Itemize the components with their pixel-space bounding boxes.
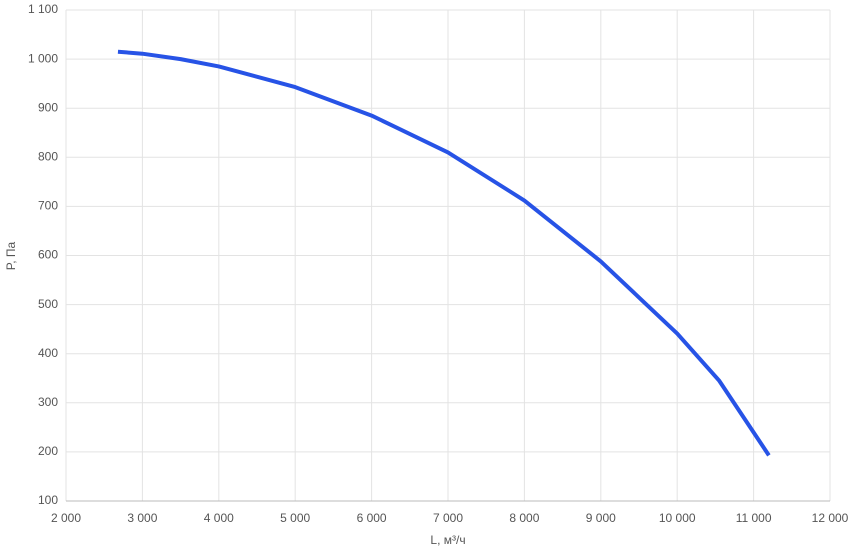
data-line bbox=[117, 49, 771, 457]
x-tick-label: 6 000 bbox=[357, 511, 387, 525]
y-tick-label: 1 100 bbox=[28, 2, 58, 16]
x-tick-label: 4 000 bbox=[204, 511, 234, 525]
y-tick-label: 800 bbox=[38, 149, 58, 163]
x-axis-label: L, м³/ч bbox=[430, 533, 465, 547]
y-tick-label: 100 bbox=[38, 493, 58, 507]
y-tick-label: 500 bbox=[38, 297, 58, 311]
y-tick-label: 600 bbox=[38, 248, 58, 262]
y-tick-label: 700 bbox=[38, 199, 58, 213]
y-tick-label: 1 000 bbox=[28, 51, 58, 65]
x-tick-label: 7 000 bbox=[433, 511, 463, 525]
y-tick-label: 300 bbox=[38, 395, 58, 409]
y-tick-label: 900 bbox=[38, 100, 58, 114]
y-tick-label: 200 bbox=[38, 444, 58, 458]
x-tick-label: 11 000 bbox=[736, 511, 772, 525]
x-tick-label: 3 000 bbox=[127, 511, 157, 525]
x-tick-label: 9 000 bbox=[586, 511, 616, 525]
x-tick-label: 12 000 bbox=[812, 511, 849, 525]
y-axis-label: P, Па bbox=[4, 241, 18, 270]
y-tick-label: 400 bbox=[38, 346, 58, 360]
x-tick-label: 8 000 bbox=[509, 511, 539, 525]
x-tick-label: 5 000 bbox=[280, 511, 310, 525]
x-tick-label: 10 000 bbox=[659, 511, 696, 525]
x-tick-label: 2 000 bbox=[51, 511, 81, 525]
